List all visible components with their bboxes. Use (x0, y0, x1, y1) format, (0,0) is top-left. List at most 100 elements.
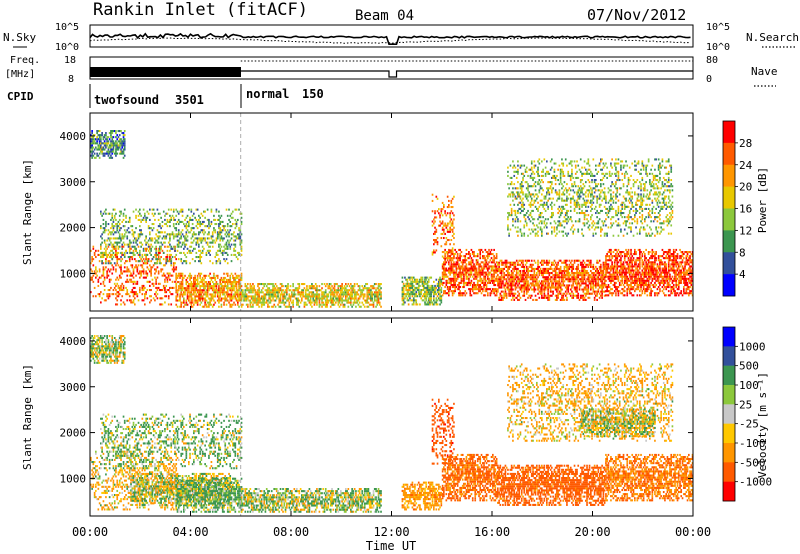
power-cell (362, 297, 365, 300)
power-cell (627, 248, 630, 251)
power-cell (232, 274, 234, 277)
power-cell (373, 291, 376, 294)
power-cell (194, 276, 196, 279)
power-cell (234, 278, 237, 281)
power-cell (105, 220, 107, 223)
power-cell (473, 277, 475, 280)
freq-trace-twofsound (90, 67, 241, 77)
power-cell (537, 259, 539, 262)
power-cell (348, 289, 351, 292)
power-cell (342, 305, 345, 308)
power-cell (220, 305, 223, 308)
power-cell (340, 287, 342, 290)
power-cell (450, 269, 453, 272)
power-cell (229, 281, 232, 284)
power-cell (495, 257, 498, 260)
power-cell (582, 280, 585, 283)
power-cell (489, 265, 492, 268)
power-cell (662, 292, 665, 295)
power-cell (581, 278, 583, 281)
power-cell (100, 276, 102, 279)
power-cell (689, 286, 691, 289)
power-cell (336, 283, 338, 286)
power-cell (451, 259, 454, 262)
power-cell (221, 297, 224, 300)
power-cell (676, 261, 679, 264)
power-cell (156, 276, 159, 279)
power-cell (404, 301, 406, 304)
power-cell (253, 301, 255, 304)
power-cell (455, 251, 458, 254)
power-cell (530, 288, 533, 291)
power-cell (145, 256, 147, 259)
power-cell (200, 289, 203, 292)
power-cell (576, 267, 578, 270)
power-cell (669, 273, 671, 276)
power-cell (431, 284, 434, 287)
power-cell (208, 285, 210, 288)
power-cell (500, 267, 503, 270)
power-cell (597, 290, 600, 293)
power-cell (561, 296, 563, 299)
power-cell (179, 287, 181, 290)
power-cell (632, 271, 635, 274)
power-cell (247, 289, 249, 292)
power-cell (232, 283, 234, 286)
power-cell (259, 299, 262, 302)
power-cell (503, 278, 505, 281)
power-cell (195, 285, 198, 288)
power-cell (141, 264, 144, 267)
power-cell (566, 270, 568, 273)
power-cell (248, 299, 250, 302)
power-cell (196, 276, 199, 279)
power-cell (538, 296, 541, 299)
power-cell (149, 289, 151, 292)
power-cell (115, 297, 117, 300)
power-cell (559, 290, 562, 293)
power-cell (468, 279, 470, 282)
power-cell (238, 281, 240, 284)
power-cell (626, 261, 629, 264)
power-cell (556, 296, 558, 299)
power-cell (181, 301, 184, 304)
power-cell (466, 271, 469, 274)
power-cell (512, 261, 514, 264)
power-cell (464, 265, 467, 268)
power-cell (105, 266, 107, 269)
power-cell (169, 256, 171, 259)
power-cell (211, 285, 214, 288)
power-cell (479, 263, 482, 266)
power-cell (495, 290, 498, 293)
power-cell (219, 293, 222, 296)
power-cell (499, 259, 502, 262)
power-cell (264, 283, 267, 286)
power-cell (346, 291, 348, 294)
power-cell (257, 295, 259, 298)
power-cell (130, 264, 132, 267)
power-cell (494, 263, 497, 266)
power-cell (186, 287, 189, 290)
power-cell (213, 295, 215, 298)
power-cell (134, 297, 136, 300)
power-cell (542, 288, 544, 291)
power-cell (517, 272, 519, 275)
power-cell (458, 294, 460, 297)
power-cell (416, 295, 419, 298)
power-cell (448, 263, 450, 266)
power-cell (645, 261, 647, 264)
power-cell (659, 267, 661, 270)
power-cell (131, 256, 134, 259)
power-cell (628, 263, 631, 266)
power-cell (278, 289, 281, 292)
power-cell (513, 278, 516, 281)
power-cell (675, 275, 678, 278)
power-cell (489, 288, 492, 291)
power-cell (177, 299, 180, 302)
power-cell (106, 253, 108, 256)
power-cell (297, 297, 299, 300)
power-cell (118, 229, 121, 232)
power-cell (155, 278, 157, 281)
power-cell (106, 270, 108, 273)
power-cell (458, 267, 460, 270)
power-cell (518, 282, 521, 285)
